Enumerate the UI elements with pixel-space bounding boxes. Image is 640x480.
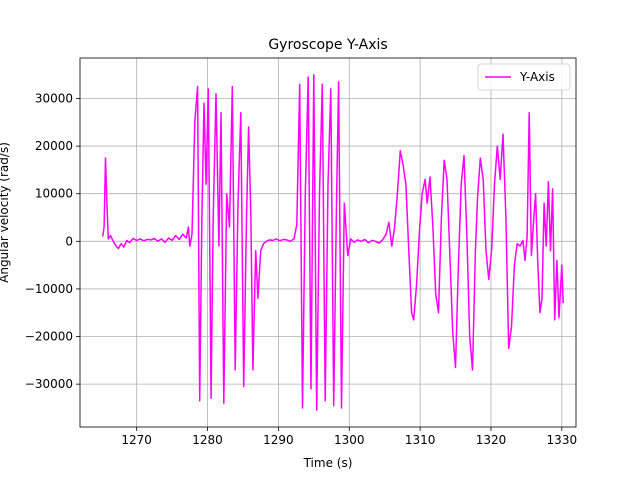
y-tick-label: 20000: [35, 139, 73, 153]
ticks-layer: 1270 1280 1290 1300 1310 1320 1330 −30000 −20000…: [25, 91, 577, 447]
series-layer: [101, 73, 564, 412]
series-line-y-axis: [101, 73, 564, 412]
x-axis-label: Time (s): [303, 456, 353, 470]
y-tick-label: −10000: [25, 282, 73, 296]
x-tick-label: 1330: [547, 433, 578, 447]
legend: Y-Axis: [477, 63, 571, 91]
x-tick-label: 1300: [334, 433, 365, 447]
y-tick-label: −30000: [25, 377, 73, 391]
chart-title: Gyroscope Y-Axis: [268, 37, 387, 53]
legend-entry-label: Y-Axis: [519, 70, 555, 84]
y-tick-label: −20000: [25, 330, 73, 344]
plot-frame: [79, 57, 577, 428]
x-tick-label: 1290: [263, 433, 294, 447]
y-axis-label: Angular velocity (rad/s): [0, 142, 11, 283]
x-tick-label: 1310: [405, 433, 436, 447]
x-tick-label: 1270: [121, 433, 152, 447]
legend-box: [477, 63, 571, 91]
y-tick-label: 10000: [35, 187, 73, 201]
x-tick-label: 1320: [476, 433, 507, 447]
y-tick-label: 0: [65, 234, 73, 248]
y-tick-label: 30000: [35, 91, 73, 105]
x-tick-label: 1280: [192, 433, 223, 447]
